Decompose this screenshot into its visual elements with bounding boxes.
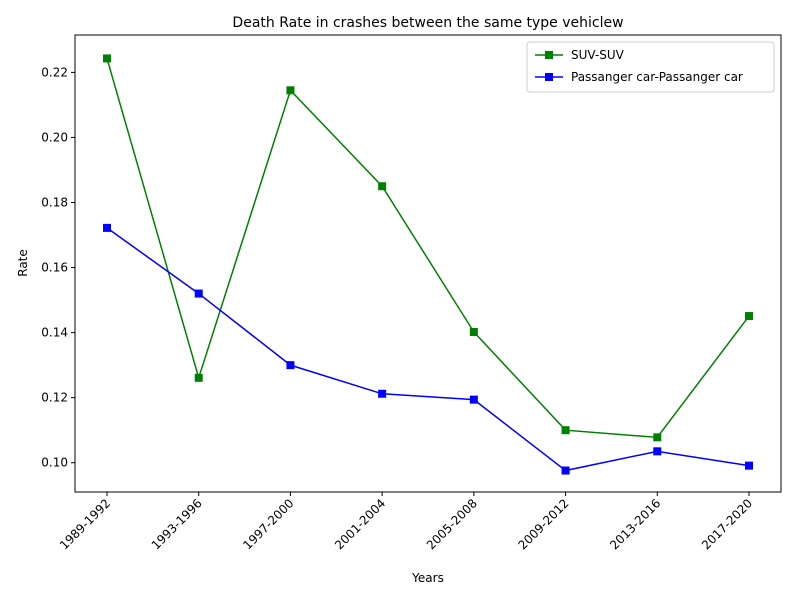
legend-entry-label: Passanger car-Passanger car	[571, 70, 743, 84]
y-tick-label: 0.10	[41, 456, 68, 470]
y-tick-label: 0.22	[41, 65, 68, 79]
x-tick-label: 2001-2004	[332, 496, 388, 552]
legend-marker	[545, 73, 553, 81]
chart-title: Death Rate in crashes between the same t…	[232, 15, 623, 31]
x-tick-label: 2017-2020	[699, 496, 755, 552]
data-point	[469, 395, 478, 404]
data-point	[194, 289, 203, 298]
series-suv-suv	[103, 54, 753, 442]
y-axis-title: Rate	[16, 249, 30, 277]
data-point	[653, 433, 662, 442]
x-tick-label: 2005-2008	[424, 496, 480, 552]
data-point	[194, 373, 203, 382]
series-line	[106, 58, 750, 439]
data-point	[561, 466, 570, 475]
y-tick-label: 0.20	[41, 130, 68, 144]
legend-entry-label: SUV-SUV	[571, 48, 625, 62]
data-point	[378, 389, 387, 398]
series-passanger-car	[103, 223, 753, 475]
data-point	[103, 223, 111, 232]
x-axis-title: Years	[411, 571, 444, 585]
legend-marker	[545, 51, 553, 59]
x-tick-label: 2013-2016	[607, 496, 663, 552]
plot-area	[75, 35, 781, 492]
y-tick-label: 0.18	[41, 196, 68, 210]
data-point	[653, 447, 662, 456]
x-tick-label: 1997-2000	[240, 496, 296, 552]
x-tick-label: 1989-1992	[57, 496, 113, 552]
legend: SUV-SUV Passanger car-Passanger car	[526, 41, 775, 93]
series-line	[106, 227, 750, 472]
data-point	[745, 312, 753, 321]
series-layer	[103, 54, 753, 475]
x-tick-label: 1993-1996	[149, 496, 205, 552]
y-tick-label: 0.12	[41, 391, 68, 405]
legend-box	[526, 41, 775, 93]
plot-frame	[74, 34, 782, 493]
x-axis: 1989-1992 1993-1996 1997-2000 2001-2004 2005…	[57, 492, 755, 552]
y-axis: 0.10 0.12 0.14 0.16 0.18 0.20 0.22	[41, 65, 75, 470]
y-tick-label: 0.16	[41, 261, 68, 275]
data-point	[561, 426, 570, 435]
data-point	[469, 327, 478, 336]
data-point	[378, 182, 387, 191]
data-point	[286, 361, 295, 370]
y-tick-label: 0.14	[41, 326, 68, 340]
data-point	[745, 461, 753, 470]
x-tick-label: 2009-2012	[516, 496, 572, 552]
data-point	[103, 54, 111, 63]
data-point	[286, 86, 295, 95]
